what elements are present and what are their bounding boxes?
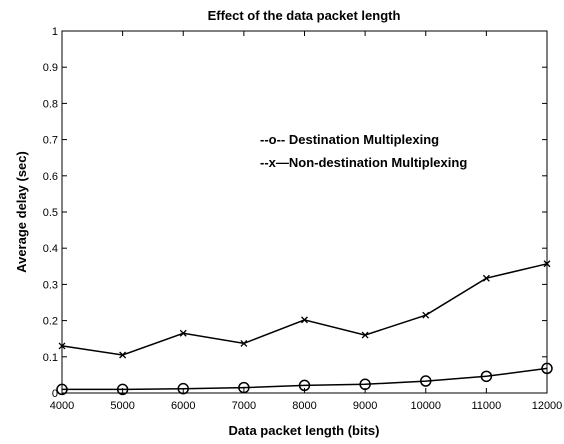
x-marker-stroke <box>301 316 308 324</box>
x-tick-label: 10000 <box>410 400 441 412</box>
data-point-destination-multiplexing <box>480 370 493 383</box>
x-marker-stroke <box>58 342 66 350</box>
data-point-destination-multiplexing <box>116 383 129 396</box>
y-tick-label: 0.3 <box>43 279 58 291</box>
y-tick-label: 0.7 <box>43 135 58 147</box>
x-marker-stroke <box>240 339 248 347</box>
data-point-destination-multiplexing <box>177 382 189 395</box>
data-point-non-destination-multiplexing <box>240 339 248 347</box>
x-marker-stroke <box>179 329 187 337</box>
series-line-destination-multiplexing <box>62 367 548 391</box>
x-marker-stroke <box>543 260 551 268</box>
x-marker-stroke <box>482 274 490 282</box>
data-point-non-destination-multiplexing <box>301 316 308 324</box>
x-axis-ticks: 4000 5000 6000 7000 8000 9000 10000 11000 12000 <box>50 31 563 412</box>
data-point-destination-multiplexing <box>420 375 432 387</box>
x-marker-stroke <box>422 311 430 319</box>
x-tick-label: 11000 <box>471 400 501 412</box>
data-point-non-destination-multiplexing <box>482 274 490 282</box>
data-point-destination-multiplexing <box>359 378 371 391</box>
y-tick-label: 0.2 <box>43 316 58 328</box>
plot-area <box>61 30 548 394</box>
data-point-destination-multiplexing <box>298 379 311 392</box>
x-tick-label: 9000 <box>353 400 377 412</box>
x-tick-label: 4000 <box>50 400 74 412</box>
y-tick-label: 0.8 <box>43 98 58 110</box>
x-tick-label: 5000 <box>110 400 134 412</box>
data-point-destination-multiplexing <box>56 383 68 396</box>
y-axis-label: Average delay (sec) <box>14 151 29 273</box>
data-point-non-destination-multiplexing <box>179 329 187 337</box>
chart-title: Effect of the data packet length <box>208 8 401 23</box>
data-point-destination-multiplexing <box>541 362 553 375</box>
data-point-non-destination-multiplexing <box>422 311 430 319</box>
y-tick-label: 0.1 <box>43 352 58 364</box>
series-layer <box>56 260 553 396</box>
y-tick-label: 0.5 <box>43 207 58 219</box>
y-tick-label: 1 <box>52 26 58 38</box>
x-marker-stroke <box>361 331 369 339</box>
series-line-non-destination-multiplexing <box>61 263 548 356</box>
x-tick-label: 7000 <box>232 400 256 412</box>
y-axis-ticks: 0 0.1 0.2 0.3 0.4 0.5 0.6 0.7 0.8 0.9 1 <box>43 26 547 400</box>
x-axis-label: Data packet length (bits) <box>229 423 380 438</box>
data-point-non-destination-multiplexing <box>361 331 369 339</box>
y-tick-label: 0.9 <box>43 62 58 74</box>
data-point-destination-multiplexing <box>238 381 250 394</box>
data-point-non-destination-multiplexing <box>58 342 66 350</box>
legend-entry-destination-multiplexing: --o-- Destination Multiplexing <box>260 132 439 147</box>
y-tick-label: 0 <box>52 388 58 400</box>
x-tick-label: 12000 <box>532 400 563 412</box>
x-tick-label: 6000 <box>171 400 195 412</box>
legend-entry-non-destination-multiplexing: --x—Non-destination Multiplexing <box>260 155 467 170</box>
y-tick-label: 0.6 <box>43 171 58 183</box>
data-point-non-destination-multiplexing <box>119 351 127 359</box>
x-tick-label: 8000 <box>292 400 316 412</box>
y-tick-label: 0.4 <box>43 243 58 255</box>
x-marker-stroke <box>119 351 127 359</box>
data-point-non-destination-multiplexing <box>543 260 551 268</box>
